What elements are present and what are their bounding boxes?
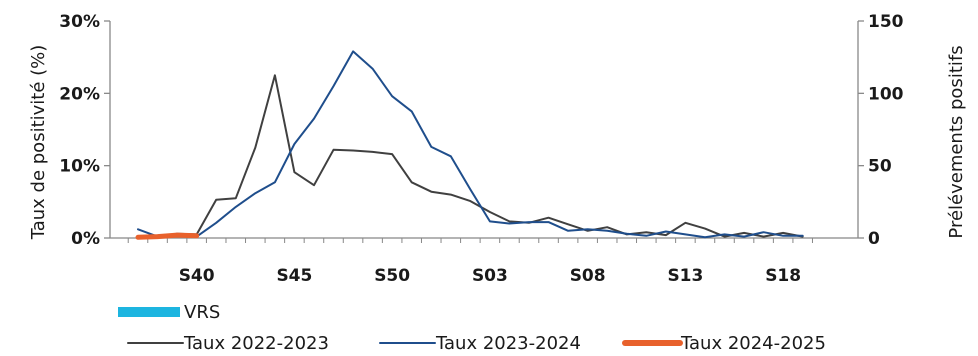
series-line — [135, 232, 200, 240]
x-tick-label: S18 — [765, 266, 801, 286]
y-right-tick-label: 150 — [868, 12, 904, 32]
y-right-axis-title: Prélévements positifs — [946, 45, 967, 238]
x-tick-label: S13 — [667, 266, 703, 286]
y-right-tick-label: 50 — [868, 157, 892, 177]
legend: VRS Taux 2022-2023 Taux 2023-2024 Taux 2024… — [118, 302, 826, 354]
y-right-tick-label: 100 — [868, 84, 904, 104]
tick-labels: 0% 10% 20% 30% 0 50 100 150 S40 S45 S50 S03 S08 S13 S1… — [59, 12, 903, 286]
y-left-tick-label: 0% — [71, 229, 100, 249]
x-tick-label: S50 — [374, 266, 410, 286]
y-left-tick-label: 10% — [59, 157, 100, 177]
y-right-tick-label: 0 — [868, 229, 880, 249]
y-left-tick-label: 30% — [59, 12, 100, 32]
x-tick-label: S03 — [472, 266, 508, 286]
legend-label: Taux 2024-2025 — [680, 333, 826, 354]
legend-label: VRS — [184, 302, 220, 323]
legend-item: Taux 2024-2025 — [622, 333, 826, 354]
y-left-tick-label: 20% — [59, 84, 100, 104]
series-line — [137, 50, 804, 239]
y-left-axis-title: Taux de positivité (%) — [28, 45, 49, 241]
legend-label: Taux 2023-2024 — [435, 333, 581, 354]
x-tick-label: S40 — [179, 266, 215, 286]
x-tick-label: S45 — [276, 266, 312, 286]
legend-label: Taux 2022-2023 — [183, 333, 329, 354]
legend-item: Taux 2023-2024 — [379, 333, 581, 354]
chart-axes — [104, 20, 864, 243]
legend-item: VRS — [118, 302, 220, 323]
legend-swatch — [118, 307, 180, 317]
x-tick-label: S08 — [570, 266, 606, 286]
series-line — [137, 74, 804, 238]
legend-item: Taux 2022-2023 — [127, 333, 329, 354]
line-series — [135, 50, 804, 240]
